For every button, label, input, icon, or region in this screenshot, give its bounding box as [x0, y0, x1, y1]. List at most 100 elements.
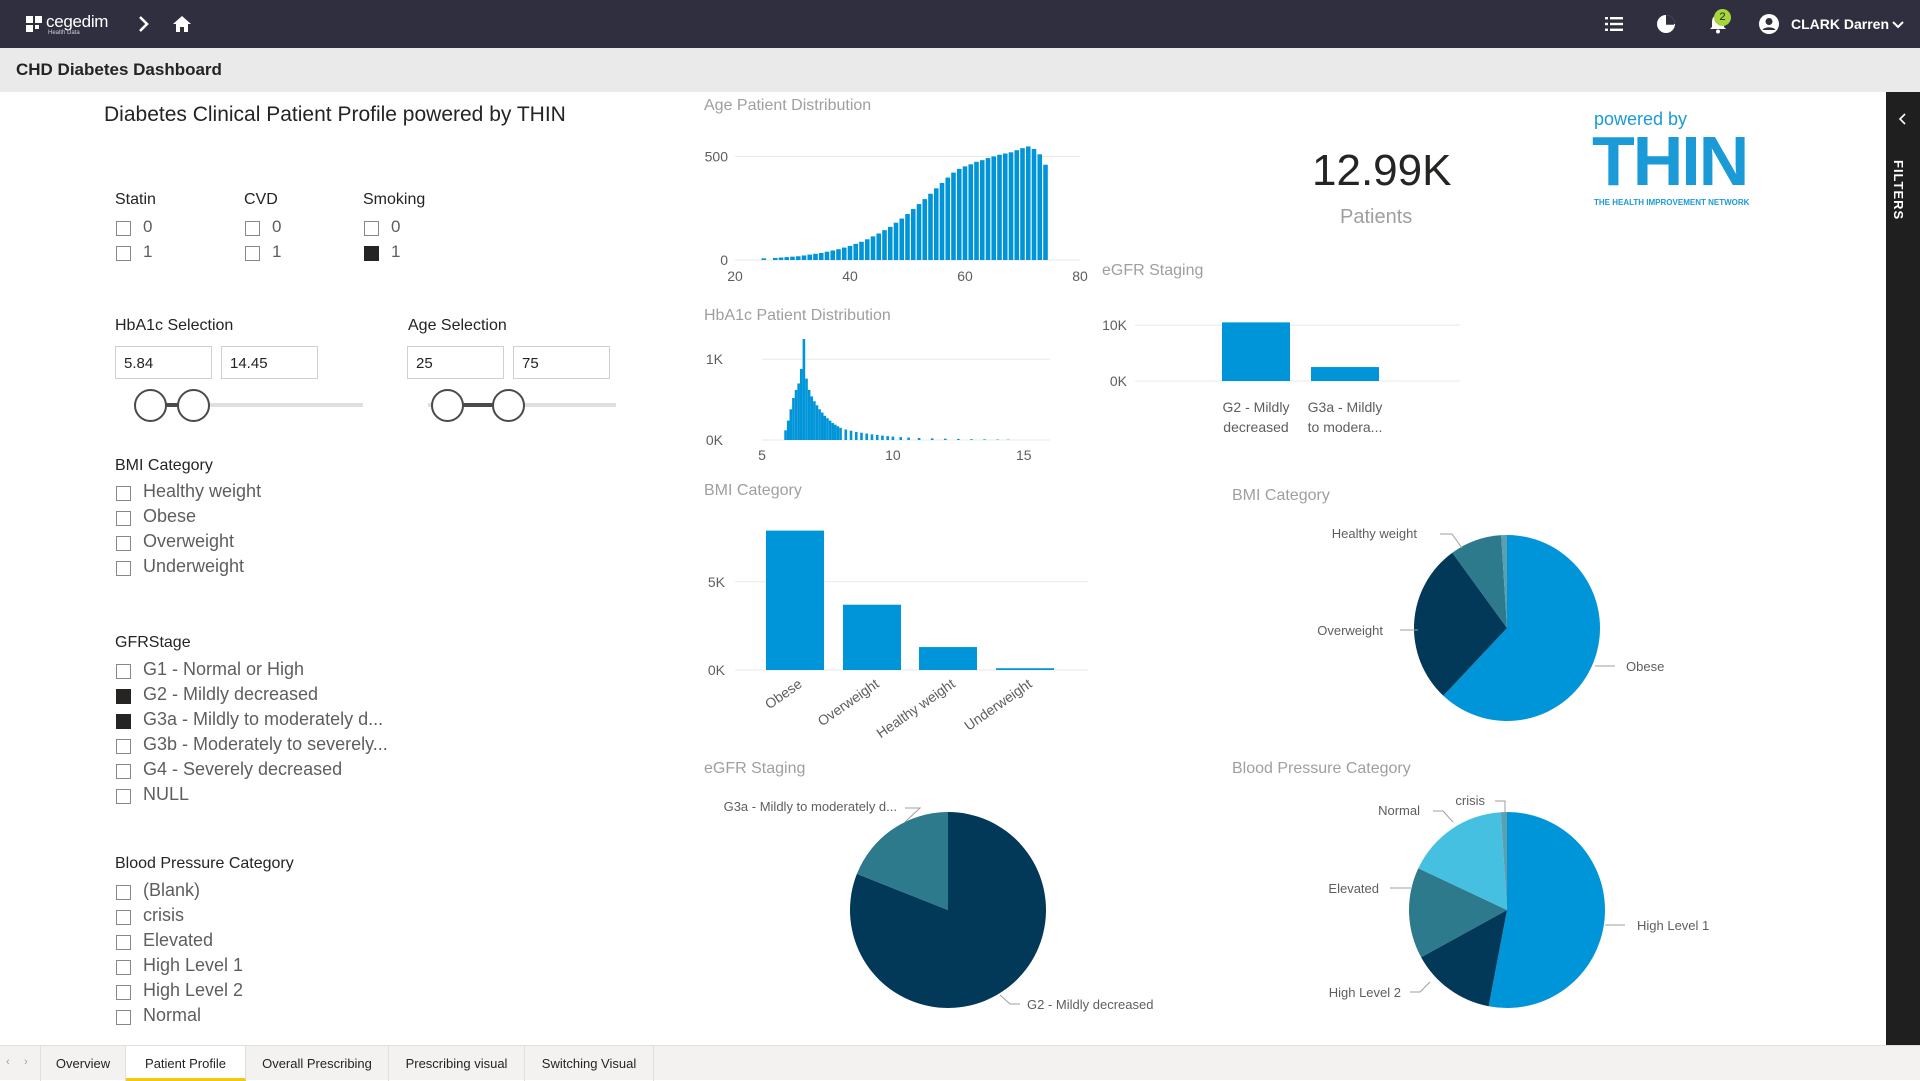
age-bar: [1020, 148, 1025, 260]
age-bar: [819, 253, 824, 260]
hba1c-bar: [907, 438, 910, 440]
bp-pie-label: Normal: [1378, 803, 1420, 818]
tab-switching-visual[interactable]: Switching Visual: [525, 1046, 654, 1081]
age-bar: [940, 183, 945, 260]
bmi-pie-leader: [1440, 534, 1462, 548]
age-bar: [825, 252, 830, 260]
bmi-x-label: Overweight: [815, 675, 882, 729]
tab-overall-prescribing[interactable]: Overall Prescribing: [246, 1046, 389, 1081]
tab-scroll-left-icon[interactable]: ‹: [6, 1056, 10, 1068]
egfr-bar: [1222, 322, 1290, 381]
age-bar: [1003, 154, 1008, 260]
hba1c-bar: [970, 439, 973, 440]
hba1c-bar: [800, 369, 803, 440]
bmi-pie-label: Healthy weight: [1332, 526, 1418, 541]
hba1c-bar: [795, 390, 798, 440]
age-bar: [790, 257, 795, 260]
bp-pie-label: High Level 2: [1329, 985, 1401, 1000]
hba1c-bar: [816, 405, 819, 440]
tab-scroll-right-icon[interactable]: ›: [24, 1056, 28, 1068]
age-bar: [951, 173, 956, 260]
age-bar: [1043, 165, 1048, 260]
age-bar: [848, 246, 853, 260]
age-x-tick: 60: [957, 268, 973, 284]
hba1c-bar: [871, 434, 874, 440]
egfr-pie-label: G3a - Mildly to moderately d...: [724, 799, 897, 814]
egfr-bar-chart-title: eGFR Staging: [1102, 262, 1203, 279]
age-bar: [865, 239, 870, 260]
age-bar: [945, 178, 950, 260]
age-bar: [991, 156, 996, 260]
age-bar: [773, 258, 778, 260]
hba1c-chart-title: HbA1c Patient Distribution: [704, 307, 891, 324]
age-bar: [871, 236, 876, 260]
hba1c-bar: [957, 439, 960, 440]
age-bar: [888, 227, 893, 260]
age-bar: [1009, 152, 1014, 260]
hba1c-bar: [860, 433, 863, 440]
age-bar: [882, 230, 887, 260]
egfr-x-label: G2 - Mildly: [1223, 399, 1290, 415]
hba1c-bar: [834, 425, 837, 440]
egfr-bar: [1311, 367, 1379, 381]
chevron-down-icon[interactable]: [1886, 12, 1910, 36]
hba1c-bar: [892, 437, 895, 440]
age-bar: [1032, 149, 1037, 260]
hba1c-bar: [918, 438, 921, 440]
filters-label[interactable]: FILTERS: [1891, 160, 1906, 220]
bp-pie-leader: [1495, 801, 1505, 812]
hba1c-x-tick: 15: [1016, 447, 1032, 463]
hba1c-y-tick: 0K: [706, 432, 724, 448]
age-bar: [980, 160, 985, 260]
hba1c-bar: [839, 428, 842, 440]
age-bar: [917, 204, 922, 260]
age-bar: [796, 256, 801, 260]
hba1c-bar: [826, 418, 829, 440]
hba1c-bar: [944, 439, 947, 440]
egfr-x-label: G3a - Mildly: [1308, 399, 1383, 415]
tab-patient-profile[interactable]: Patient Profile: [126, 1046, 246, 1081]
hba1c-bar: [899, 437, 902, 440]
bmi-bar: [919, 647, 977, 670]
hba1c-bar: [837, 426, 840, 440]
hba1c-bar: [824, 416, 827, 440]
bmi-x-label: Healthy weight: [873, 675, 957, 741]
age-chart-title: Age Patient Distribution: [704, 97, 871, 114]
age-bar: [779, 258, 784, 260]
age-bar: [928, 194, 933, 260]
egfr-pie-label: G2 - Mildly decreased: [1027, 997, 1153, 1012]
egfr-y-tick: 0K: [1110, 373, 1128, 389]
age-bar: [986, 158, 991, 260]
age-bar: [911, 209, 916, 260]
bp-pie-label: High Level 1: [1637, 918, 1709, 933]
chevron-left-icon[interactable]: [1894, 110, 1912, 128]
age-bar: [853, 244, 858, 260]
age-bar: [859, 242, 864, 260]
hba1c-bar: [931, 438, 934, 440]
age-bar: [1037, 154, 1042, 260]
egfr-y-tick: 10K: [1102, 317, 1128, 333]
page-tabs-bar: ‹ › Overview Patient Profile Overall Pre…: [0, 1045, 1920, 1080]
hba1c-bar: [792, 398, 795, 440]
age-bar: [784, 257, 789, 260]
hba1c-bar: [829, 421, 832, 440]
age-x-tick: 40: [842, 268, 858, 284]
bp-pie-leader: [1433, 811, 1453, 822]
age-bar: [974, 162, 979, 260]
age-bar: [1026, 146, 1031, 260]
hba1c-bar: [784, 430, 787, 440]
hba1c-x-tick: 5: [758, 447, 766, 463]
tab-prescribing-visual[interactable]: Prescribing visual: [389, 1046, 525, 1081]
tab-overview[interactable]: Overview: [40, 1046, 126, 1081]
hba1c-bar: [865, 434, 868, 440]
filters-pane[interactable]: [1886, 92, 1920, 1045]
egfr-pie-chart-title: eGFR Staging: [704, 760, 805, 777]
hba1c-bar: [844, 430, 847, 441]
age-bar: [802, 255, 807, 260]
bp-pie-label: Elevated: [1328, 881, 1379, 896]
age-y-tick: 0: [720, 252, 728, 268]
hba1c-bar: [810, 396, 813, 440]
hba1c-bar: [790, 409, 793, 440]
hba1c-bar: [881, 436, 884, 440]
hba1c-bar: [855, 432, 858, 440]
